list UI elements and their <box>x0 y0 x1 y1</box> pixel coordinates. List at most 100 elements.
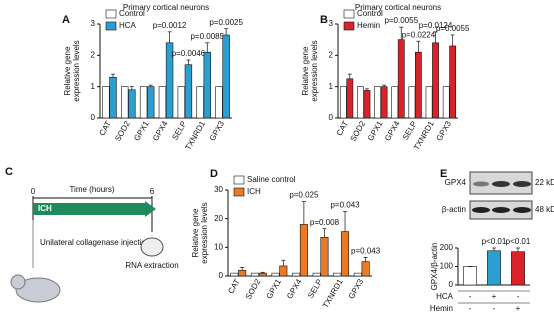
y-axis-label: expression levels <box>310 40 319 101</box>
p-value: p<0.01 <box>506 237 531 246</box>
bar <box>177 86 185 119</box>
band <box>513 207 531 213</box>
legend-label: Control <box>357 9 383 18</box>
panel-label: E <box>440 168 447 180</box>
bar <box>333 272 342 277</box>
band <box>492 207 510 213</box>
ich-bar <box>33 203 145 215</box>
p-value: p=0.0055 <box>436 24 470 33</box>
bar <box>215 86 223 119</box>
y-axis-label: Relative gene <box>63 46 72 95</box>
timeline-diagram: 0 6 Time (hours) ICH Unilateral collagen… <box>10 185 179 303</box>
p-value: p=0.008 <box>310 218 340 227</box>
bar <box>346 78 354 119</box>
bar <box>238 269 247 277</box>
bar <box>449 45 457 119</box>
bar <box>363 90 371 119</box>
legend-label: HCA <box>119 21 137 30</box>
chart-title: Primary cortical neurons <box>355 3 441 12</box>
y-tick-label: 0 <box>449 280 454 289</box>
bar <box>158 86 167 119</box>
bar <box>250 272 259 277</box>
bar <box>147 86 155 119</box>
extraction-label: RNA extraction <box>125 261 178 270</box>
condition-sign: - <box>517 292 520 301</box>
bar <box>432 42 439 119</box>
p-value: p=0.0124 <box>419 21 453 30</box>
band-label: GPX4 <box>445 178 467 187</box>
panel-label: A <box>62 14 70 26</box>
time-axis-label: Time (hours) <box>69 185 114 194</box>
bar <box>408 86 416 119</box>
bar <box>341 231 350 277</box>
p-value: p=0.0046 <box>172 49 206 58</box>
y-axis-label: Relative gene <box>191 208 200 257</box>
p-value: p=0.0012 <box>153 21 187 30</box>
panel-label: B <box>320 14 328 26</box>
condition-name: Hemin <box>430 304 453 313</box>
y-axis-label: GPX4/β-actin <box>430 243 439 291</box>
band <box>513 181 531 187</box>
bar <box>463 266 477 286</box>
y-tick-label: 20 <box>214 214 223 223</box>
bar <box>425 86 433 119</box>
size-label: 22 kDa <box>535 178 554 187</box>
legend-label: Saline control <box>247 175 296 184</box>
band <box>472 207 490 213</box>
p-value: p=0.0085 <box>190 32 224 41</box>
mouse <box>15 277 61 303</box>
y-axis-label: Relative gene <box>301 46 310 95</box>
condition-sign: + <box>492 292 497 301</box>
y-tick-label: 3 <box>329 19 334 28</box>
legend-label: ICH <box>247 187 261 196</box>
bar <box>312 272 321 277</box>
bar <box>230 272 239 277</box>
bar <box>128 89 136 119</box>
mouse-head <box>10 274 26 290</box>
y-tick-label: 100 <box>440 262 454 271</box>
bar <box>292 272 301 277</box>
y-tick-label: 0 <box>91 113 96 122</box>
y-axis-label: expression levels <box>72 40 81 101</box>
p-value: p=0.0224 <box>402 30 436 39</box>
bar <box>203 51 211 119</box>
bar <box>487 250 501 286</box>
bar <box>139 86 148 119</box>
band-label: β-actin <box>442 205 466 214</box>
y-tick-label: 2 <box>329 50 334 59</box>
legend-swatch <box>233 187 245 197</box>
legend-label: Hemin <box>357 21 380 30</box>
y-axis-label: expression levels <box>200 202 209 263</box>
legend-swatch <box>343 9 355 19</box>
bar <box>380 86 388 119</box>
y-tick-label: 2 <box>91 50 96 59</box>
condition-sign: + <box>516 304 521 313</box>
size-label: 48 kDa <box>535 205 554 214</box>
chart-title: Primary cortical neurons <box>123 3 209 12</box>
bar <box>271 272 280 277</box>
legend-swatch <box>343 21 355 31</box>
bar <box>184 64 193 119</box>
y-tick-label: 10 <box>214 242 223 251</box>
bar <box>361 261 370 277</box>
bar <box>397 39 405 119</box>
arrow-head <box>145 201 156 217</box>
y-tick-label: 0 <box>329 113 334 122</box>
panel-label: D <box>210 168 218 180</box>
bar <box>353 272 362 277</box>
p-value: p=0.043 <box>351 246 381 255</box>
p-value: p<0.01 <box>482 237 507 246</box>
brain <box>140 237 164 257</box>
bar <box>279 265 288 277</box>
condition-name: HCA <box>436 292 454 301</box>
y-tick-label: 3 <box>91 19 96 28</box>
ich-label: ICH <box>38 204 52 213</box>
legend-label: Control <box>119 9 145 18</box>
y-tick-label: 1 <box>91 82 96 91</box>
bar <box>258 272 267 277</box>
p-value: p=0.043 <box>330 201 360 210</box>
time-start: 0 <box>31 187 36 196</box>
time-end: 6 <box>150 187 155 196</box>
